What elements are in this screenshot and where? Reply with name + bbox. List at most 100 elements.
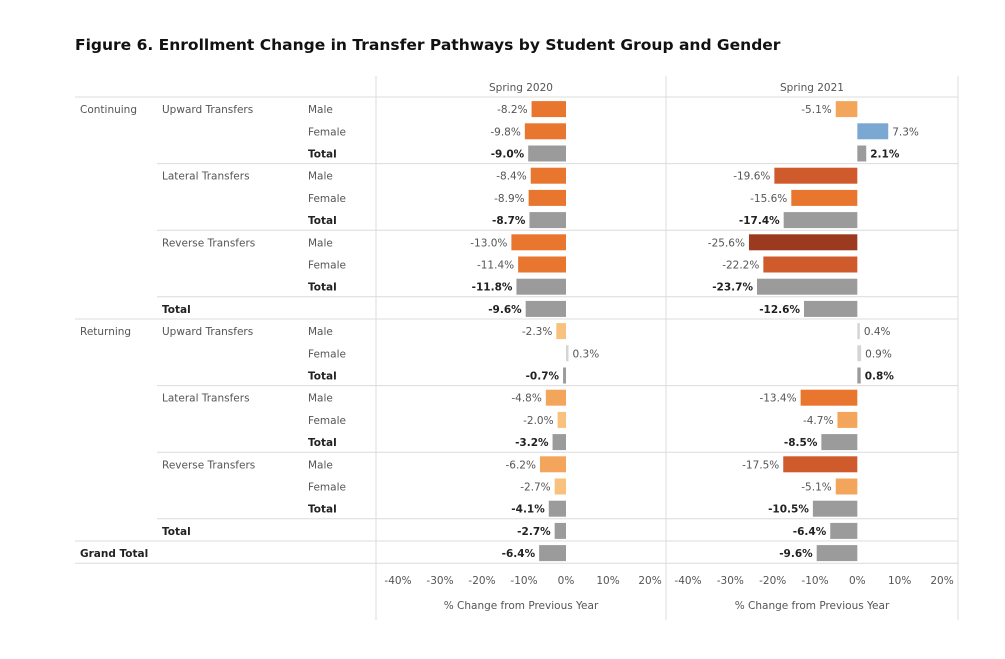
bar-value-label: -15.6%	[750, 193, 787, 205]
x-tick-label: -10%	[801, 575, 828, 587]
x-tick-label: -40%	[674, 575, 701, 587]
chart-title: Figure 6. Enrollment Change in Transfer …	[75, 36, 781, 54]
bar-value-label: -5.1%	[801, 482, 831, 494]
bar-value-label: 7.3%	[892, 126, 919, 138]
bar	[791, 189, 858, 206]
row-pathway-label: Upward Transfers	[162, 104, 253, 116]
bar	[830, 522, 858, 539]
bar-value-label: -2.0%	[523, 415, 553, 427]
bar-value-label: -12.6%	[759, 304, 800, 316]
bar	[783, 456, 858, 473]
row-pathway-label: Lateral Transfers	[162, 393, 250, 405]
x-tick-label: 10%	[888, 575, 911, 587]
row-sub-label: Total	[308, 282, 337, 294]
bar-value-label: 2.1%	[870, 149, 900, 161]
bar	[539, 456, 566, 473]
bar-value-label: -23.7%	[712, 282, 753, 294]
row-sub-label: Female	[308, 126, 346, 138]
row-sub-label: Female	[308, 348, 346, 360]
bar-value-label: -4.7%	[803, 415, 833, 427]
bar-value-label: -17.5%	[742, 459, 779, 471]
bar-value-label: -8.2%	[497, 104, 527, 116]
bar	[530, 167, 566, 184]
bar-value-label: -8.7%	[492, 215, 526, 227]
bar	[835, 101, 858, 118]
bar-value-label: -2.7%	[517, 526, 551, 538]
bar	[857, 323, 860, 340]
bar-value-label: 0.4%	[864, 326, 891, 338]
row-group-label: Returning	[80, 326, 131, 338]
bar-value-label: -5.1%	[801, 104, 831, 116]
row-sub-label: Female	[308, 482, 346, 494]
bar-value-label: -25.6%	[708, 237, 745, 249]
x-axis-title: % Change from Previous Year	[444, 600, 599, 612]
bar-value-label: 0.3%	[573, 348, 600, 360]
bar	[539, 545, 566, 562]
x-tick-label: 20%	[638, 575, 661, 587]
bar	[783, 212, 858, 229]
bar-value-label: -13.0%	[470, 237, 507, 249]
bar	[821, 434, 858, 451]
row-sub-label: Total	[308, 504, 337, 516]
bar	[763, 256, 858, 273]
bar	[803, 300, 858, 317]
row-sub-label: Female	[308, 415, 346, 427]
bar-value-label: -2.3%	[522, 326, 552, 338]
bar	[774, 167, 858, 184]
row-pathway-label: Reverse Transfers	[162, 459, 255, 471]
row-pathway-label: Reverse Transfers	[162, 237, 255, 249]
bar	[857, 145, 867, 162]
bar	[545, 389, 566, 406]
x-tick-label: -30%	[426, 575, 453, 587]
bar	[516, 278, 566, 295]
row-sub-label: Total	[308, 149, 337, 161]
row-sub-label: Male	[308, 237, 333, 249]
bar	[748, 234, 858, 251]
bar	[857, 367, 861, 384]
row-pathway-label: Lateral Transfers	[162, 171, 250, 183]
panel-header: Spring 2020	[489, 82, 553, 94]
bar	[837, 411, 858, 428]
bar-value-label: -8.4%	[496, 171, 526, 183]
bar	[554, 522, 566, 539]
x-axis-title: % Change from Previous Year	[735, 600, 890, 612]
x-tick-label: 10%	[596, 575, 619, 587]
x-tick-label: -10%	[510, 575, 537, 587]
row-group-label: Continuing	[80, 104, 137, 116]
x-tick-label: 0%	[849, 575, 866, 587]
x-tick-label: -30%	[717, 575, 744, 587]
row-pathway-label: Upward Transfers	[162, 326, 253, 338]
bar-value-label: -11.4%	[477, 260, 514, 272]
bar-value-label: -19.6%	[733, 171, 770, 183]
bar	[835, 478, 858, 495]
row-sub-label: Male	[308, 326, 333, 338]
row-sub-label: Female	[308, 260, 346, 272]
bar-value-label: -9.8%	[490, 126, 520, 138]
bar	[757, 278, 858, 295]
bar	[557, 411, 566, 428]
bar	[857, 345, 862, 362]
bar-value-label: -22.2%	[722, 260, 759, 272]
bar-value-label: -8.9%	[494, 193, 524, 205]
bar-value-label: -13.4%	[759, 393, 796, 405]
bar-value-label: -6.4%	[793, 526, 827, 538]
row-pathway-label: Total	[162, 304, 191, 316]
bar	[531, 101, 566, 118]
row-sub-label: Total	[308, 437, 337, 449]
bar	[524, 123, 566, 140]
x-tick-label: 0%	[558, 575, 575, 587]
row-sub-label: Male	[308, 393, 333, 405]
bar-value-label: -0.7%	[526, 371, 560, 383]
bar-value-label: -17.4%	[739, 215, 780, 227]
bar	[529, 212, 566, 229]
bar-value-label: -9.6%	[488, 304, 522, 316]
row-sub-label: Male	[308, 104, 333, 116]
row-sub-label: Total	[308, 215, 337, 227]
panel-header: Spring 2021	[780, 82, 844, 94]
bar	[552, 434, 566, 451]
bar-value-label: 0.8%	[865, 371, 895, 383]
row-group-label: Grand Total	[80, 548, 148, 560]
bar-value-label: -9.6%	[779, 548, 813, 560]
row-pathway-label: Total	[162, 526, 191, 538]
